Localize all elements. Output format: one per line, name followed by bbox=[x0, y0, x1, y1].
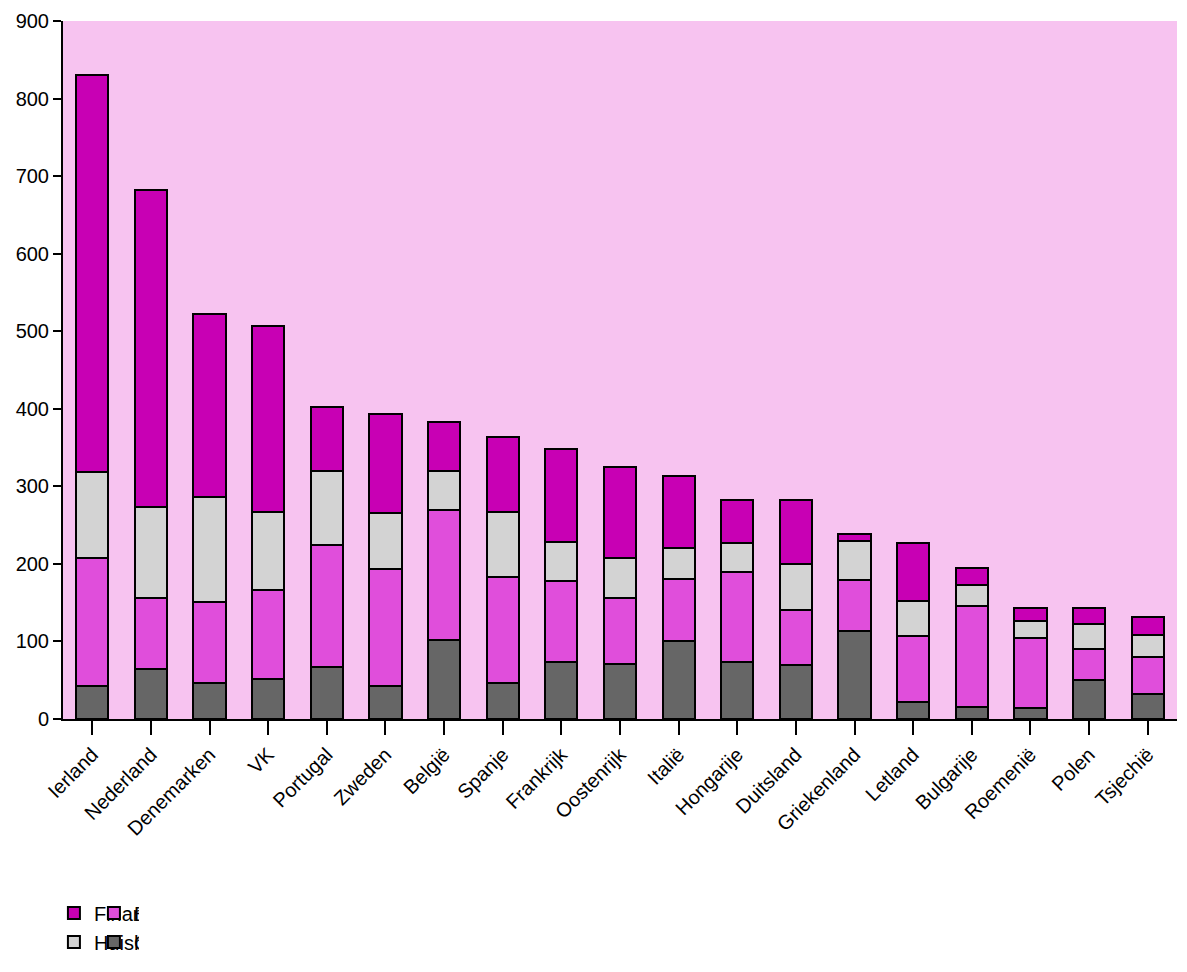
svg-text:België: België bbox=[399, 743, 454, 798]
svg-text:100: 100 bbox=[16, 630, 49, 652]
svg-text:Nederland: Nederland bbox=[80, 743, 161, 824]
svg-text:300: 300 bbox=[16, 475, 49, 497]
svg-text:900: 900 bbox=[16, 10, 49, 32]
svg-text:200: 200 bbox=[16, 553, 49, 575]
svg-text:Bulgarije: Bulgarije bbox=[911, 743, 982, 814]
svg-text:Overheid: Overheid bbox=[134, 932, 139, 954]
svg-text:Zweden: Zweden bbox=[329, 743, 395, 809]
svg-text:VK: VK bbox=[244, 743, 279, 778]
svg-text:Hongarije: Hongarije bbox=[671, 743, 747, 819]
svg-text:800: 800 bbox=[16, 88, 49, 110]
svg-text:Frankrijk: Frankrijk bbox=[501, 743, 571, 813]
svg-text:400: 400 bbox=[16, 398, 49, 420]
svg-text:0: 0 bbox=[38, 708, 49, 730]
svg-text:Griekenland: Griekenland bbox=[773, 743, 865, 835]
svg-text:Letland: Letland bbox=[861, 743, 923, 805]
svg-text:Spanje: Spanje bbox=[453, 743, 513, 803]
svg-text:Oostenrijk: Oostenrijk bbox=[551, 743, 631, 823]
svg-text:700: 700 bbox=[16, 165, 49, 187]
svg-text:Italië: Italië bbox=[643, 743, 688, 788]
svg-text:500: 500 bbox=[16, 320, 49, 342]
svg-text:Ierland: Ierland bbox=[43, 743, 102, 802]
svg-text:Polen: Polen bbox=[1047, 743, 1099, 795]
svg-text:Tsjechië: Tsjechië bbox=[1091, 743, 1158, 810]
svg-text:Duitsland: Duitsland bbox=[731, 743, 806, 818]
svg-text:Bedrijfsleven: Bedrijfsleven bbox=[134, 903, 139, 925]
svg-text:Financiële sector: Financiële sector bbox=[94, 903, 139, 925]
svg-text:600: 600 bbox=[16, 243, 49, 265]
svg-text:Portugal: Portugal bbox=[269, 743, 337, 811]
svg-text:Roemenië: Roemenië bbox=[960, 743, 1040, 823]
svg-text:Huishoudens: Huishoudens bbox=[94, 932, 139, 954]
svg-text:Denemarken: Denemarken bbox=[123, 743, 220, 840]
